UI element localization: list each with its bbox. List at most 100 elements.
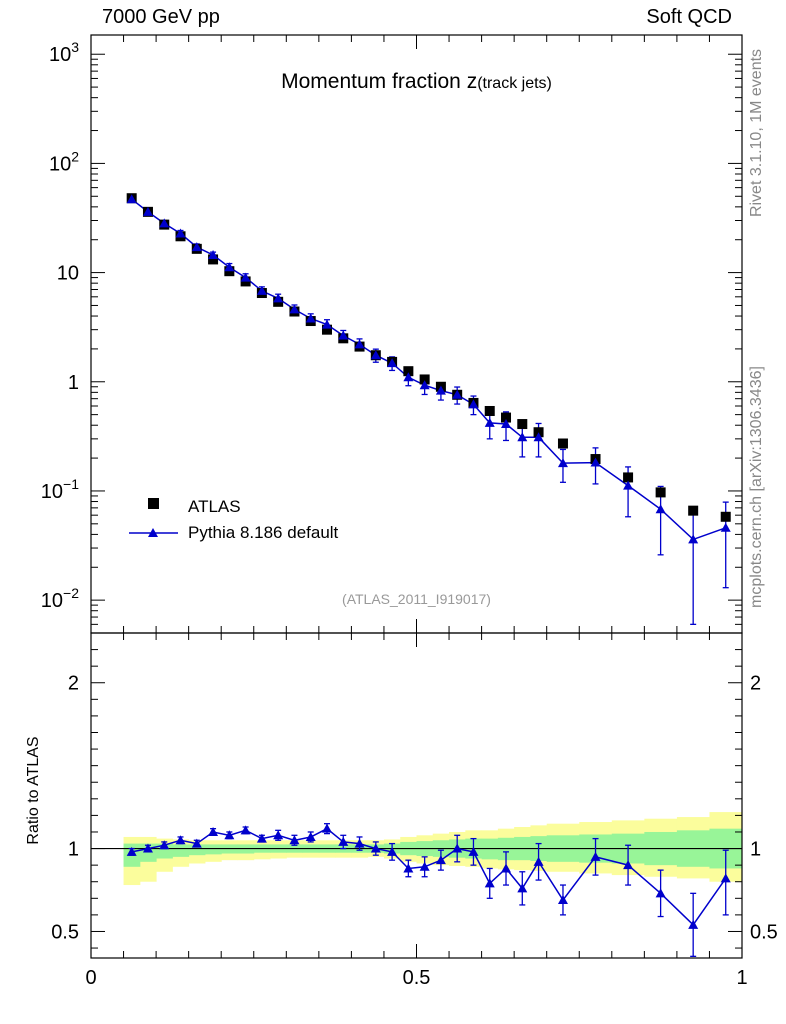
green-band-bin (156, 843, 173, 859)
ratio-point (387, 846, 398, 856)
mcplots-source-label: mcplots.cern.ch [arXiv:1306.3436] (748, 366, 765, 608)
pythia-point (501, 419, 512, 429)
pythia-point (468, 399, 479, 409)
green-band-bin (204, 844, 222, 855)
ratio-point (289, 835, 300, 845)
pythia-point (191, 242, 202, 252)
ratio-y-ticks (91, 632, 742, 949)
ratio-point (452, 843, 463, 853)
atlas-point (623, 472, 634, 483)
x-tick-label: 0 (85, 967, 96, 989)
ratio-point (338, 836, 349, 846)
pythia-point (142, 206, 153, 216)
pythia-point (655, 504, 666, 514)
atlas-point (655, 487, 666, 498)
ratio-point (557, 894, 568, 904)
ratio-point (191, 838, 202, 848)
pythia-point (273, 293, 284, 303)
atlas-point (403, 366, 414, 377)
y-tick-label: 10−1 (41, 476, 79, 503)
green-band-bin (172, 844, 190, 857)
ratio-point (142, 843, 153, 853)
pythia-point (126, 194, 137, 204)
pythia-point (240, 272, 251, 282)
ratio-point (419, 861, 430, 871)
ratio-point (126, 846, 137, 856)
pythia-point (338, 330, 349, 340)
ratio-point (354, 838, 365, 848)
x-ticks (90, 35, 743, 958)
ratio-y-axis-label: Ratio to ATLAS (25, 736, 42, 844)
pythia-point (370, 350, 381, 360)
atlas-point (419, 374, 430, 385)
pythia-point (208, 249, 219, 259)
green-band-bin (188, 844, 206, 856)
pythia-point (224, 262, 235, 272)
pythia-point (590, 457, 601, 467)
atlas-point (501, 412, 512, 423)
y-tick-label: 102 (49, 148, 79, 175)
main-y-ticks (91, 53, 742, 634)
pythia-point (435, 385, 446, 395)
main-plot-frame (90, 34, 743, 634)
pythia-point (321, 319, 332, 329)
legend-marker-pythia (148, 528, 158, 537)
pythia-point (175, 228, 186, 238)
atlas-point (484, 405, 495, 416)
ratio-point (435, 855, 446, 865)
ratio-point (175, 835, 186, 845)
ratio-point (688, 919, 699, 929)
ratio-point (240, 825, 251, 835)
header-left: 7000 GeV pp (102, 6, 220, 28)
main-y-tick-labels: 10−2 10−1 1 10 102 103 (41, 39, 79, 612)
ratio-point (224, 830, 235, 840)
pythia-points (126, 194, 731, 544)
pythia-error-bars (128, 195, 729, 626)
atlas-point (321, 324, 332, 335)
ratio-point (484, 878, 495, 888)
pythia-point (484, 417, 495, 427)
ratio-y-tick-label-right: 0.5 (750, 921, 778, 943)
header-right: Soft QCD (646, 6, 732, 28)
y-tick-label: 10−2 (41, 585, 79, 612)
ratio-point (256, 833, 267, 843)
ratio-plot-frame (90, 632, 743, 959)
pythia-point (305, 313, 316, 323)
ratio-point (403, 863, 414, 873)
ratio-y-tick-label-right: 2 (750, 673, 761, 695)
x-tick-label: 0.5 (403, 967, 431, 989)
ratio-point (533, 856, 544, 866)
pythia-point (387, 358, 398, 368)
ratio-point (655, 888, 666, 898)
ratio-points (126, 823, 731, 929)
ratio-point (517, 883, 528, 893)
atlas-point (517, 419, 528, 430)
atlas-points (126, 193, 731, 522)
atlas-point (720, 511, 731, 522)
y-tick-label: 1 (68, 372, 79, 394)
y-tick-label: 103 (49, 39, 79, 66)
legend-marker-atlas (148, 498, 159, 509)
pythia-point (688, 534, 699, 544)
legend-label-atlas: ATLAS (188, 497, 241, 516)
legend-label-pythia: Pythia 8.186 default (188, 523, 339, 542)
pythia-point (159, 218, 170, 228)
analysis-watermark: (ATLAS_2011_I919017) (342, 591, 491, 607)
ratio-point (370, 843, 381, 853)
pythia-point (419, 380, 430, 390)
pythia-point (256, 285, 267, 295)
atlas-point (533, 427, 544, 438)
ratio-point (501, 863, 512, 873)
pythia-point (517, 432, 528, 442)
atlas-point (208, 254, 219, 265)
chart-title: Momentum fraction z(track jets) (281, 70, 552, 93)
atlas-point (688, 505, 699, 516)
pythia-point (720, 522, 731, 532)
y-tick-label: 10 (57, 263, 79, 285)
ratio-point (321, 823, 332, 833)
ratio-y-tick-label-left: 1 (68, 839, 79, 861)
pythia-point (289, 304, 300, 314)
ratio-point (623, 860, 634, 870)
ratio-point (273, 830, 284, 840)
ratio-point (159, 840, 170, 850)
